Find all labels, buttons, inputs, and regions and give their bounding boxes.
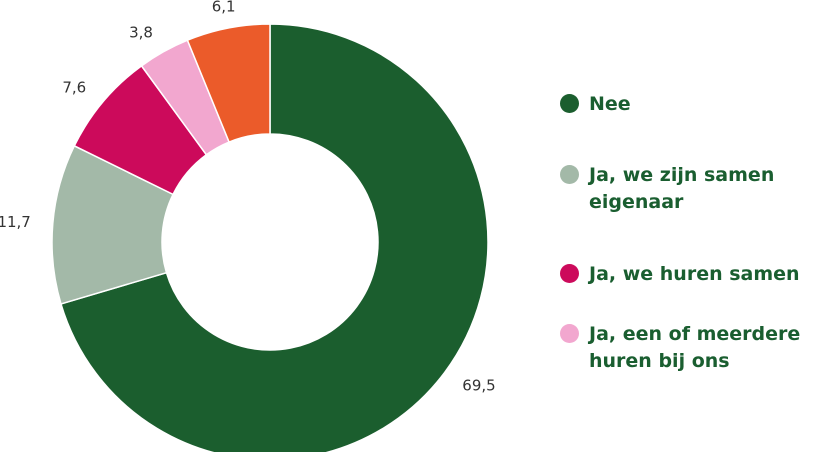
data-label-0: 69,5 [462,377,495,395]
donut-chart: 69,5 11,7 7,6 3,8 6,1 [0,0,496,452]
legend-label: Ja, een of meerdere huren bij ons [589,323,801,372]
legend-label: Ja, we huren samen [589,263,800,285]
legend-item-huren-bij-ons: Ja, een of meerdere huren bij ons [560,321,839,375]
data-label-1: 11,7 [0,213,31,231]
legend-item-samen-eigenaar: Ja, we zijn samen eigenaar [560,162,839,216]
legend-swatch [560,165,579,184]
legend: Nee Ja, we zijn samen eigenaar Ja, we hu… [560,0,840,452]
legend-swatch [560,264,579,283]
legend-label: Ja, we zijn samen eigenaar [589,164,775,213]
donut-slice-4 [186,23,271,144]
legend-swatch [560,324,579,343]
legend-item-huren-samen: Ja, we huren samen [560,261,839,288]
data-label-3: 3,8 [129,23,153,41]
data-label-2: 7,6 [62,79,86,97]
legend-item-nee: Nee [560,91,839,118]
legend-label: Nee [589,93,631,115]
legend-swatch [560,94,579,113]
data-label-4: 6,1 [212,0,236,16]
donut-slice-0 [60,23,489,452]
